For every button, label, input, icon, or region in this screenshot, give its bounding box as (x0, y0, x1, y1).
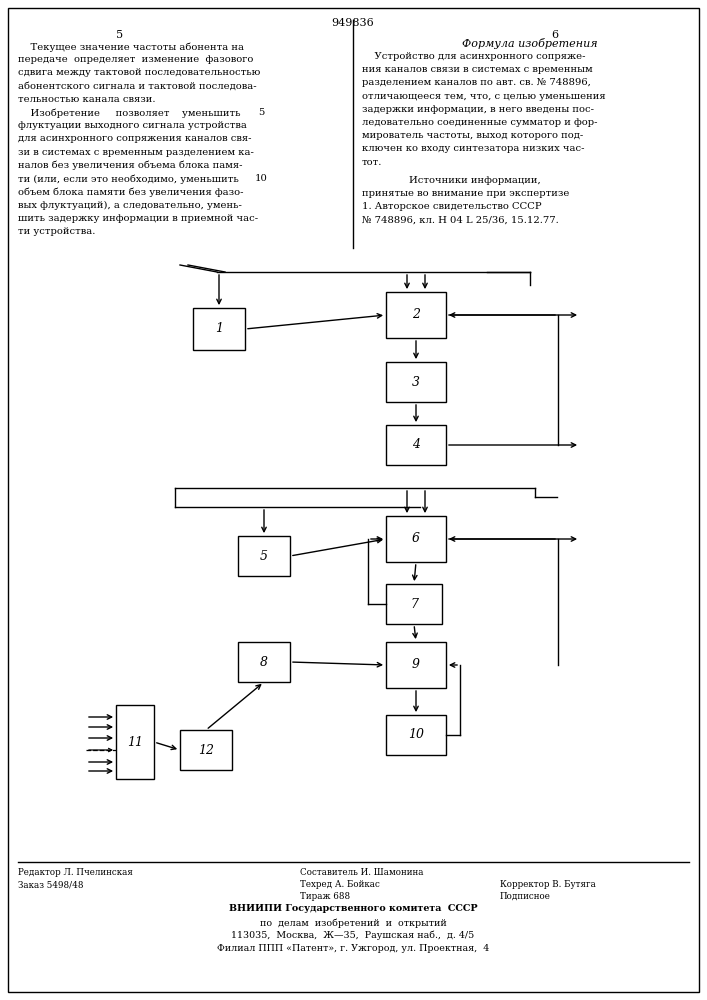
Bar (193, 308, 245, 350)
Bar (180, 730, 232, 770)
Bar (386, 292, 446, 338)
Bar (238, 642, 290, 682)
Text: 10: 10 (408, 728, 424, 742)
Text: ледовательно соединенные сумматор и фор-: ледовательно соединенные сумматор и фор- (362, 118, 597, 127)
Text: Текущее значение частоты абонента на: Текущее значение частоты абонента на (18, 42, 244, 51)
Text: Устройство для асинхронного сопряже-: Устройство для асинхронного сопряже- (362, 52, 585, 61)
Text: 9: 9 (412, 658, 420, 672)
Text: Источники информации,: Источники информации, (409, 176, 541, 185)
Text: принятые во внимание при экспертизе: принятые во внимание при экспертизе (362, 189, 569, 198)
Bar (386, 715, 446, 755)
Text: 2: 2 (412, 308, 420, 322)
Text: ВНИИПИ Государственного комитета  СССР: ВНИИПИ Государственного комитета СССР (228, 904, 477, 913)
Text: мирователь частоты, выход которого под-: мирователь частоты, выход которого под- (362, 131, 583, 140)
Text: Заказ 5498/48: Заказ 5498/48 (18, 880, 83, 889)
Text: объем блока памяти без увеличения фазо-: объем блока памяти без увеличения фазо- (18, 187, 243, 197)
Text: задержки информации, в него введены пос-: задержки информации, в него введены пос- (362, 105, 594, 114)
Bar (116, 705, 154, 779)
Bar (386, 425, 446, 465)
Text: 3: 3 (412, 375, 420, 388)
Text: 1: 1 (215, 322, 223, 336)
Text: 113035,  Москва,  Ж—35,  Раушская наб.,  д. 4/5: 113035, Москва, Ж—35, Раушская наб., д. … (231, 931, 474, 940)
Text: ти (или, если это необходимо, уменьшить: ти (или, если это необходимо, уменьшить (18, 174, 239, 184)
Text: Изобретение     позволяет    уменьшить: Изобретение позволяет уменьшить (18, 108, 240, 117)
Text: Филиал ППП «Патент», г. Ужгород, ул. Проектная,  4: Филиал ППП «Патент», г. Ужгород, ул. Про… (217, 944, 489, 953)
Text: вых флуктуаций), а следовательно, умень-: вых флуктуаций), а следовательно, умень- (18, 200, 242, 210)
Text: 5: 5 (117, 30, 124, 40)
Text: ния каналов связи в системах с временным: ния каналов связи в системах с временным (362, 65, 592, 74)
Text: 10: 10 (255, 174, 268, 183)
Text: 12: 12 (198, 744, 214, 756)
Bar (386, 516, 446, 562)
Text: 5: 5 (260, 550, 268, 562)
Text: разделением каналов по авт. св. № 748896,: разделением каналов по авт. св. № 748896… (362, 78, 591, 87)
Text: сдвига между тактовой последовательностью: сдвига между тактовой последовательность… (18, 68, 260, 77)
Text: для асинхронного сопряжения каналов свя-: для асинхронного сопряжения каналов свя- (18, 134, 252, 143)
Text: ти устройства.: ти устройства. (18, 227, 95, 236)
Text: 6: 6 (551, 30, 559, 40)
Text: по  делам  изобретений  и  открытий: по делам изобретений и открытий (259, 918, 446, 928)
Text: Тираж 688: Тираж 688 (300, 892, 350, 901)
Text: тот.: тот. (362, 158, 382, 167)
Text: Составитель И. Шамонина: Составитель И. Шамонина (300, 868, 423, 877)
Text: Редактор Л. Пчелинская: Редактор Л. Пчелинская (18, 868, 133, 877)
Text: Техред А. Бойкас: Техред А. Бойкас (300, 880, 380, 889)
Text: 7: 7 (410, 597, 418, 610)
Text: № 748896, кл. Н 04 L 25/36, 15.12.77.: № 748896, кл. Н 04 L 25/36, 15.12.77. (362, 215, 559, 224)
Text: зи в системах с временным разделением ка-: зи в системах с временным разделением ка… (18, 148, 254, 157)
Text: 1. Авторское свидетельство СССР: 1. Авторское свидетельство СССР (362, 202, 542, 211)
Text: Подписное: Подписное (500, 892, 551, 901)
Text: ключен ко входу синтезатора низких час-: ключен ко входу синтезатора низких час- (362, 144, 585, 153)
Bar (386, 362, 446, 402)
Text: 8: 8 (260, 656, 268, 668)
Text: передаче  определяет  изменение  фазового: передаче определяет изменение фазового (18, 55, 253, 64)
Text: 6: 6 (412, 532, 420, 546)
Text: 949836: 949836 (332, 18, 375, 28)
Text: Формула изобретения: Формула изобретения (462, 38, 598, 49)
Text: налов без увеличения объема блока памя-: налов без увеличения объема блока памя- (18, 161, 243, 170)
Text: флуктуации выходного сигнала устройства: флуктуации выходного сигнала устройства (18, 121, 247, 130)
Text: шить задержку информации в приемной час-: шить задержку информации в приемной час- (18, 214, 258, 223)
Bar (238, 536, 290, 576)
Text: абонентского сигнала и тактовой последова-: абонентского сигнала и тактовой последов… (18, 82, 257, 91)
Text: Корректор В. Бутяга: Корректор В. Бутяга (500, 880, 596, 889)
Text: тельностью канала связи.: тельностью канала связи. (18, 95, 156, 104)
Text: 4: 4 (412, 438, 420, 452)
Bar (386, 642, 446, 688)
Text: отличающееся тем, что, с целью уменьшения: отличающееся тем, что, с целью уменьшени… (362, 92, 606, 101)
Text: 5: 5 (258, 108, 264, 117)
Bar (386, 584, 442, 624)
Text: 11: 11 (127, 736, 143, 748)
